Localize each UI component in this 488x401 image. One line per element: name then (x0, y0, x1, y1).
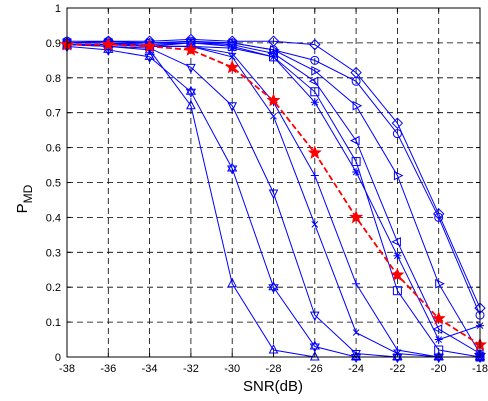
data-point-square (392, 286, 402, 296)
data-point-triangle-left (391, 237, 401, 247)
x-tick-label: -26 (307, 363, 323, 375)
data-point-triangle-right (270, 45, 280, 55)
y-axis-label-main: P (14, 203, 31, 213)
data-point-hexagram (144, 50, 155, 63)
axis-ticks: -38 -36 -34 -32 -30 -28 -26 -24 -22 -20 -18 0 0.1 0.2… (46, 3, 488, 375)
series-line (66, 38, 481, 309)
data-point-x (311, 221, 319, 228)
data-point-hexagram (185, 85, 197, 98)
y-axis-label: PMD (14, 184, 35, 213)
data-point-diamond (391, 117, 404, 129)
y-tick-label: 0.3 (46, 247, 61, 259)
data-point-square (310, 87, 320, 97)
y-tick-label: 0.2 (46, 282, 61, 294)
data-point-asterisk (310, 98, 319, 107)
data-point-triangle-down (268, 189, 279, 200)
data-point-star (142, 39, 157, 53)
x-tick-label: -18 (472, 363, 488, 375)
data-point-triangle-right (393, 170, 404, 181)
data-point-star (431, 311, 446, 325)
y-tick-label: 0.4 (46, 212, 61, 224)
data-point-triangle-up (186, 99, 196, 110)
data-point-square (351, 157, 361, 167)
data-point-triangle-up (309, 350, 320, 361)
data-point-diamond (309, 38, 321, 51)
y-tick-label: 0.8 (46, 73, 61, 85)
x-tick-label: -22 (389, 363, 405, 375)
data-point-hexagram (309, 340, 320, 353)
data-point-o (392, 129, 402, 139)
data-point-asterisk (393, 251, 402, 260)
data-point-triangle-left (308, 76, 319, 87)
x-tick-label: -38 (59, 363, 75, 375)
data-point-triangle-left (349, 135, 360, 146)
data-point-hexagram (227, 162, 238, 175)
data-point-asterisk (269, 52, 278, 61)
x-tick-label: -34 (142, 363, 158, 375)
y-tick-label: 1 (55, 3, 61, 15)
data-point-star (266, 93, 281, 107)
data-point-o (310, 55, 320, 65)
x-tick-label: -32 (183, 363, 199, 375)
y-axis-label-subscript: MD (21, 184, 35, 203)
data-point-diamond (267, 35, 280, 47)
data-point-triangle-right (435, 278, 445, 289)
data-point-triangle-left (432, 324, 443, 334)
grid-lines (67, 8, 480, 357)
data-point-triangle-up (227, 277, 238, 288)
data-point-plus (228, 49, 237, 58)
data-point-asterisk (352, 168, 361, 177)
x-tick-label: -28 (266, 363, 282, 375)
data-point-x (270, 112, 277, 120)
data-point-star (390, 267, 405, 281)
y-tick-label: 0.6 (46, 143, 61, 155)
data-point-star (101, 37, 116, 51)
data-point-triangle-down (227, 102, 238, 112)
data-point-plus (310, 171, 319, 180)
data-point-triangle-down (186, 63, 196, 74)
data-point-asterisk (434, 335, 443, 344)
y-tick-label: 0 (55, 352, 61, 364)
y-tick-label: 0.1 (46, 317, 61, 329)
data-point-hexagram (268, 281, 279, 294)
x-tick-label: -30 (224, 363, 240, 375)
y-tick-label: 0.7 (46, 108, 61, 120)
data-point-star (349, 210, 364, 224)
data-point-star (225, 59, 240, 74)
data-point-triangle-right (311, 66, 321, 76)
data-point-star (183, 42, 198, 56)
x-tick-label: -36 (100, 363, 116, 375)
data-point-diamond (432, 208, 445, 220)
data-point-diamond (350, 66, 362, 79)
data-point-asterisk (228, 44, 237, 53)
x-tick-label: -24 (348, 363, 364, 375)
data-point-x (352, 329, 360, 336)
data-point-plus (352, 279, 361, 288)
data-point-triangle-right (352, 100, 363, 111)
y-tick-label: 0.9 (46, 38, 61, 50)
data-point-star (307, 145, 322, 159)
data-point-triangle-down (309, 311, 320, 322)
x-axis-label: SNR(dB) (243, 378, 303, 395)
x-tick-label: -20 (431, 363, 447, 375)
series-line (67, 42, 481, 354)
y-tick-label: 0.5 (46, 178, 61, 190)
data-point-x (228, 53, 236, 61)
